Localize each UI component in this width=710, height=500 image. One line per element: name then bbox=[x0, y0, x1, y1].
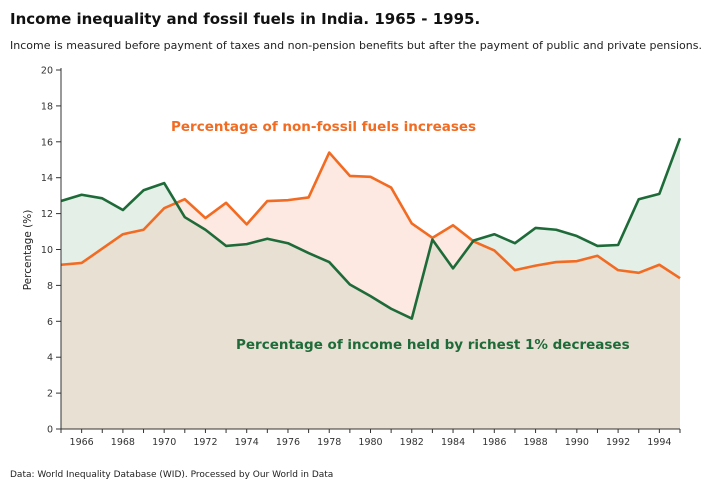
chart-areas bbox=[61, 138, 680, 429]
x-tick-label: 1970 bbox=[152, 437, 176, 448]
x-tick-label: 1990 bbox=[565, 437, 589, 448]
x-tick-label: 1968 bbox=[111, 437, 135, 448]
y-tick-label: 20 bbox=[41, 66, 53, 77]
y-tick-label: 12 bbox=[41, 209, 53, 220]
x-tick-label: 1966 bbox=[70, 437, 94, 448]
y-tick-label: 2 bbox=[47, 389, 53, 400]
x-tick-label: 1984 bbox=[441, 437, 465, 448]
y-tick-label: 18 bbox=[41, 101, 53, 112]
y-tick-label: 10 bbox=[41, 245, 53, 256]
x-tick-label: 1976 bbox=[276, 437, 300, 448]
x-tick-label: 1974 bbox=[235, 437, 259, 448]
chart-axes: 0 2 4 6 8 10 12 14 16 18 20 1966 1968 1970 1972 1974 197… bbox=[41, 66, 681, 448]
source-note: Data: World Inequality Database (WID). P… bbox=[10, 470, 334, 480]
chart-title: Income inequality and fossil fuels in In… bbox=[10, 10, 481, 28]
x-tick-label: 1980 bbox=[358, 437, 382, 448]
annotation-nonfossil: Percentage of non-fossil fuels increases bbox=[171, 119, 476, 135]
y-tick-label: 6 bbox=[47, 317, 53, 328]
x-tick-label: 1992 bbox=[606, 437, 630, 448]
x-tick-label: 1982 bbox=[400, 437, 424, 448]
income-line bbox=[60, 137, 682, 320]
chart-lines bbox=[60, 137, 682, 320]
y-tick-label: 0 bbox=[47, 425, 53, 436]
base-area bbox=[61, 202, 680, 429]
x-tick-label: 1972 bbox=[193, 437, 217, 448]
y-tick-label: 4 bbox=[47, 353, 53, 364]
y-tick-label: 14 bbox=[41, 173, 53, 184]
x-tick-label: 1988 bbox=[523, 437, 547, 448]
annotation-income: Percentage of income held by richest 1% … bbox=[236, 337, 630, 353]
x-tick-label: 1978 bbox=[317, 437, 341, 448]
nonfossil-line bbox=[60, 151, 681, 280]
x-tick-label: 1986 bbox=[482, 437, 506, 448]
y-tick-label: 16 bbox=[41, 137, 53, 148]
chart-subtitle: Income is measured before payment of tax… bbox=[10, 39, 702, 52]
y-tick-label: 8 bbox=[47, 281, 53, 292]
y-axis-label: Percentage (%) bbox=[22, 210, 34, 291]
x-tick-label: 1994 bbox=[647, 437, 671, 448]
